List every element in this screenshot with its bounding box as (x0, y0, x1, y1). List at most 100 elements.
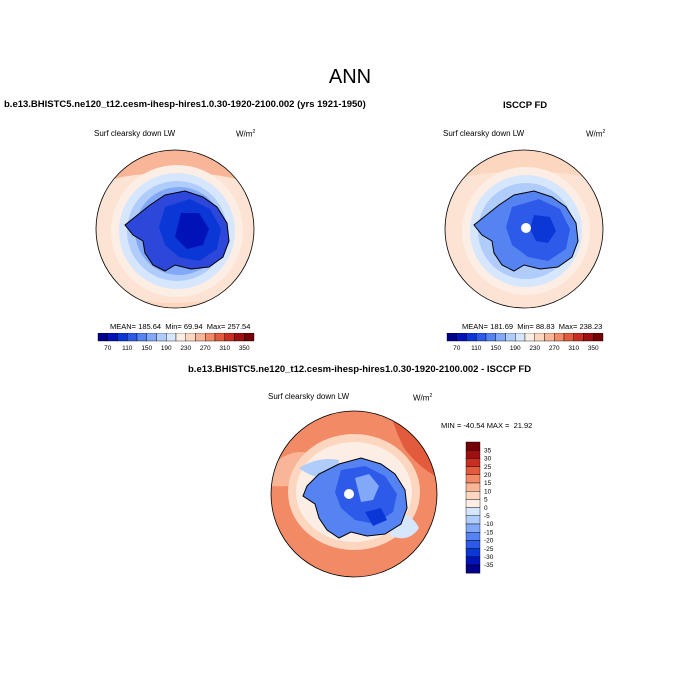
model-colorbar-cell (107, 333, 118, 342)
diff-colorbar-cell (465, 441, 481, 451)
obs-colorbar-cell (534, 333, 545, 342)
diff-variable-label: Surf clearsky down LW (268, 392, 350, 401)
diff-colorbar-cell (465, 531, 481, 541)
obs-colorbar-tick-label: 110 (471, 345, 482, 352)
diff-colorbar-cell (465, 564, 481, 574)
diff-units-label: W/m2 (413, 393, 433, 403)
obs-map-border (444, 149, 604, 309)
model-units-label: W/m2 (236, 129, 256, 139)
obs-units-label: W/m2 (586, 129, 606, 139)
model-colorbar-tick-label: 190 (161, 345, 172, 352)
obs-colorbar-cell (544, 333, 555, 342)
model-colorbar-cell (175, 333, 186, 342)
obs-pole-hole (521, 223, 531, 233)
obs-interior-min (530, 215, 556, 243)
diff-interior-patch (355, 474, 379, 502)
diff-colorbar-tick-label: 0 (484, 505, 488, 512)
model-interior-min (175, 213, 209, 249)
diff-panel-title: b.e13.BHISTC5.ne120_t12.cesm-ihesp-hires… (188, 364, 532, 375)
diff-colorbar-tick-label: -15 (484, 529, 494, 536)
diff-interior-min (365, 508, 387, 526)
obs-colorbar-tick-label: 70 (453, 345, 461, 352)
obs-colorbar-cell (476, 333, 487, 342)
model-colorbar-tick-label: 230 (180, 345, 191, 352)
model-colorbar-tick-label: 70 (104, 345, 112, 352)
diff-colorbar-tick-label: -35 (484, 562, 494, 569)
diff-colorbar-tick-label: 35 (484, 447, 492, 454)
obs-colorbar-tick-label: 310 (568, 345, 579, 352)
diff-colorbar-tick-label: 15 (484, 480, 492, 487)
diff-map-border (270, 410, 438, 578)
diff-colorbar-cell (465, 449, 481, 459)
obs-colorbar-cell (466, 333, 477, 342)
diff-pole-hole (344, 489, 354, 499)
obs-colorbar-cell (573, 333, 584, 342)
obs-colorbar-cell (446, 333, 457, 342)
model-colorbar-cell (146, 333, 157, 342)
diff-colorbar-cell (465, 556, 481, 566)
model-colorbar-cell (127, 333, 138, 342)
obs-colorbar-cell (593, 333, 604, 342)
obs-colorbar-cell (554, 333, 565, 342)
diff-colorbar-tick-label: -5 (484, 513, 490, 520)
diff-colorbar-cell (465, 458, 481, 467)
model-colorbar-tick-label: 110 (122, 345, 133, 352)
obs-colorbar-cell (583, 333, 594, 342)
page-title: ANN (328, 66, 372, 88)
model-variable-label: Surf clearsky down LW (94, 129, 176, 138)
model-colorbar-cell (214, 333, 225, 342)
model-colorbar-cell (205, 333, 216, 342)
obs-colorbar-tick-label: 350 (588, 345, 599, 352)
model-map-border (95, 149, 255, 309)
obs-colorbar: 70 110 150 190 230 270 310 350 (446, 333, 604, 352)
model-colorbar-tick-label: 150 (141, 345, 152, 352)
diff-colorbar-cell (465, 540, 481, 549)
diff-colorbar-cell (465, 499, 481, 508)
obs-colorbar-cell (485, 333, 496, 342)
diff-colorbar-tick-label: 30 (484, 456, 492, 463)
model-colorbar: 70 110 150 190 230 270 310 350 (97, 333, 255, 352)
obs-colorbar-cell (495, 333, 506, 342)
model-colorbar-cell (156, 333, 167, 342)
model-colorbar-cell (195, 333, 206, 342)
model-panel-title: b.e13.BHISTC5.ne120_t12.cesm-ihesp-hires… (4, 99, 366, 110)
model-colorbar-cell (185, 333, 196, 342)
obs-stats: MEAN= 181.69 Min= 88.83 Max= 238.23 (462, 322, 603, 331)
model-colorbar-cell (97, 333, 108, 342)
diff-map (270, 410, 438, 578)
model-stats: MEAN= 185.64 Min= 69.94 Max= 257.54 (110, 322, 251, 331)
model-colorbar-cell (117, 333, 128, 342)
diff-stats: MIN = -40.54 MAX = 21.92 (441, 421, 533, 430)
obs-panel-title: ISCCP FD (503, 100, 548, 111)
diff-colorbar-tick-label: -10 (484, 521, 494, 528)
diff-colorbar-tick-label: 25 (484, 464, 492, 471)
diff-colorbar-cell (465, 482, 481, 492)
obs-colorbar-cell (456, 333, 467, 342)
diff-colorbar-cell (465, 548, 481, 557)
obs-colorbar-tick-label: 190 (510, 345, 521, 352)
obs-colorbar-tick-label: 230 (529, 345, 540, 352)
diff-colorbar-tick-label: -30 (484, 554, 494, 561)
model-colorbar-cell (166, 333, 177, 342)
diff-colorbar-cell (465, 507, 481, 516)
model-colorbar-cell (234, 333, 245, 342)
model-colorbar-tick-label: 310 (219, 345, 230, 352)
obs-colorbar-cell (563, 333, 574, 342)
obs-colorbar-cell (505, 333, 516, 342)
model-colorbar-cell (244, 333, 255, 342)
model-colorbar-cell (136, 333, 147, 342)
diff-colorbar-cell (465, 523, 481, 533)
diff-colorbar-cell (465, 491, 481, 500)
diff-colorbar-cell (465, 466, 481, 476)
diff-colorbar-tick-label: 20 (484, 472, 492, 479)
diff-colorbar-tick-label: 5 (484, 497, 488, 504)
obs-colorbar-tick-label: 150 (490, 345, 501, 352)
obs-colorbar-cell (515, 333, 526, 342)
diff-colorbar-tick-label: -20 (484, 538, 494, 545)
diff-colorbar-cell (465, 515, 481, 525)
diff-colorbar-tick-label: 10 (484, 488, 492, 495)
obs-variable-label: Surf clearsky down LW (443, 129, 525, 138)
diff-colorbar-tick-label: -25 (484, 546, 494, 553)
model-colorbar-tick-label: 270 (200, 345, 211, 352)
